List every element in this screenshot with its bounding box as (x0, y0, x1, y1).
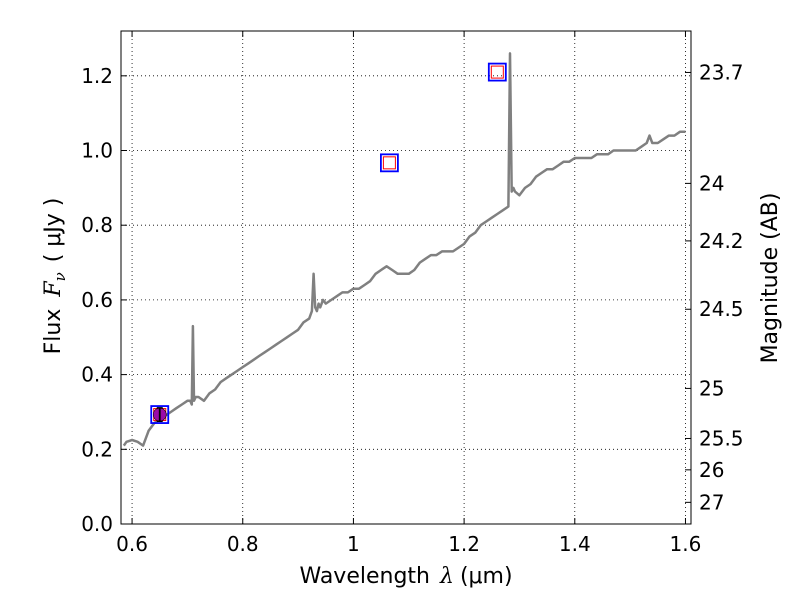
marker-inner-box (382, 156, 396, 170)
x-axis-label-unit: (μm) (460, 564, 513, 589)
y-axis-label-symbol: F (41, 281, 66, 298)
y-tick-label: 1.2 (81, 64, 113, 88)
x-tick-label: 1.6 (670, 532, 702, 556)
marker-box (487, 62, 507, 82)
x-axis-label: Wavelength λ (μm) (299, 564, 512, 589)
y-right-axis-label: Magnitude (AB) (758, 193, 783, 364)
y-tick-label: 0.2 (81, 437, 113, 461)
series-line (122, 52, 686, 447)
photometry-3-marker (487, 62, 507, 82)
y-right-tick-label: 24 (699, 171, 724, 195)
x-tick-label: 1.4 (559, 532, 591, 556)
x-tick-label: 1 (347, 532, 360, 556)
marker-box (379, 153, 399, 173)
x-tick-label: 0.6 (116, 532, 148, 556)
x-axis-label-symbol: λ (439, 564, 454, 589)
y-tick-label: 0.4 (81, 363, 113, 387)
tick-layer: 0.6 0.8 1 1.2 1.4 1.6 0.0 0.2 0.4 0.6 0.8 1.0 1.2 23.… (81, 31, 744, 556)
marker-box (150, 405, 170, 424)
y-tick-label: 0.6 (81, 288, 113, 312)
x-axis-label-prefix: Wavelength (299, 564, 430, 589)
y-tick-label: 1.0 (81, 139, 113, 163)
y-axis-label-prefix: Flux (41, 309, 66, 355)
y-axis-label: Flux Fν ( μJy ) (41, 198, 69, 355)
y-tick-label: 0.0 (81, 512, 113, 536)
photometry-2-marker (379, 153, 399, 173)
y-right-tick-label: 25.5 (699, 426, 744, 450)
y-right-tick-label: 24.2 (699, 229, 744, 253)
x-tick-label: 0.8 (227, 532, 259, 556)
y-right-tick-label: 25 (699, 376, 724, 400)
y-right-tick-label: 23.7 (699, 60, 744, 84)
y-tick-label: 0.8 (81, 213, 113, 237)
plot-frame (120, 30, 692, 525)
marker-layer (150, 62, 507, 424)
y-right-tick-label: 24.5 (699, 297, 744, 321)
y-right-tick-label: 26 (699, 458, 724, 482)
x-tick-label: 1.2 (448, 532, 480, 556)
y-axis-label-unit: ( μJy ) (41, 198, 66, 263)
marker-inner-box (490, 65, 504, 79)
photometry-1-marker (150, 405, 170, 424)
y-axis-label-subscript: ν (51, 272, 69, 281)
grid-layer (121, 31, 691, 525)
y-right-tick-label: 27 (699, 490, 724, 514)
series-layer (122, 52, 686, 447)
